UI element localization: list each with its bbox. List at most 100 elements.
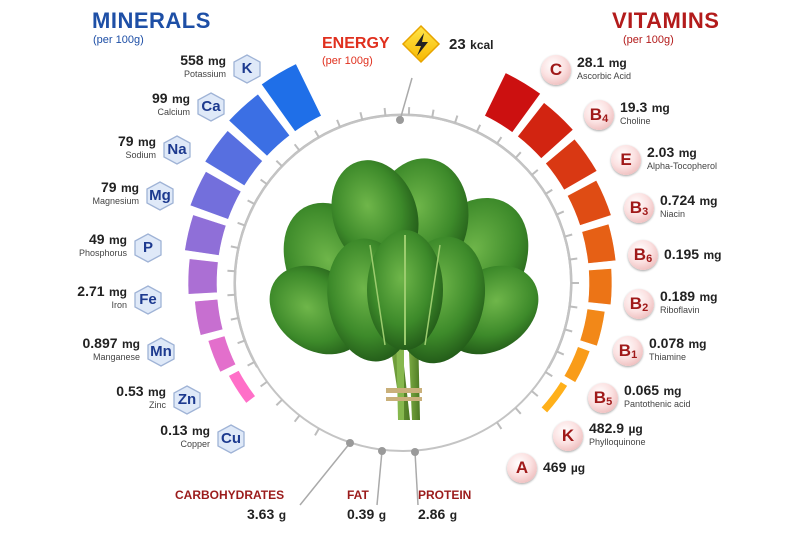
energy-value: 23 kcal xyxy=(449,36,494,54)
vitamins-title: VITAMINS xyxy=(612,8,720,33)
mineral-value: 49 xyxy=(88,231,105,247)
energy-unit: kcal xyxy=(470,38,494,52)
ring-tick xyxy=(544,188,553,195)
mineral-amount: 0.53 mg xyxy=(116,383,166,401)
ring-tick xyxy=(260,178,268,186)
vitamin-letter: K xyxy=(561,426,575,445)
mineral-name: Copper xyxy=(180,439,210,449)
mineral-symbol: P xyxy=(142,239,153,256)
vitamin-badge: B4 xyxy=(584,100,614,130)
ring-tick xyxy=(544,371,553,378)
mineral-amount: 558 mg xyxy=(180,52,226,70)
vitamin-unit: mg xyxy=(688,337,707,351)
macro-unit: g xyxy=(278,508,287,522)
mineral-value: 0.13 xyxy=(160,422,188,438)
vitamin-unit: mg xyxy=(678,146,697,160)
ring-tick xyxy=(564,328,573,333)
mineral-amount: 0.897 mg xyxy=(83,335,141,353)
vitamin-subscript: 5 xyxy=(606,396,613,408)
mineral-bar xyxy=(187,258,219,295)
ring-tick xyxy=(336,119,341,128)
vitamin-letter: B xyxy=(629,294,643,313)
pointer-dot xyxy=(378,447,386,455)
mineral-bar xyxy=(228,93,291,157)
ring-tick xyxy=(293,143,301,152)
mineral-amount: 2.71 mg xyxy=(77,283,127,301)
ring-tick xyxy=(275,160,283,168)
ring-tick xyxy=(475,124,482,133)
vitamin-bar xyxy=(484,72,541,133)
macro-label: CARBOHYDRATES xyxy=(175,488,285,502)
pointer-line xyxy=(299,442,351,506)
mineral-symbol: Ca xyxy=(201,98,221,115)
ring-tick xyxy=(556,210,565,216)
vitamin-bar xyxy=(545,138,598,191)
vitamin-bar xyxy=(563,346,591,383)
vitamin-badge: A xyxy=(507,453,537,483)
mineral-value: 99 xyxy=(151,90,168,106)
ring-tick xyxy=(237,339,246,345)
mineral-symbol: Fe xyxy=(139,291,157,308)
vitamin-name: Alpha-Tocopherol xyxy=(647,161,718,171)
vitamin-amount: 469 µg xyxy=(543,459,585,477)
vitamin-amount: 2.03 mg xyxy=(647,144,697,162)
pointer-lines xyxy=(299,77,419,506)
vitamin-value: 482.9 xyxy=(589,420,625,436)
mineral-amount: 0.13 mg xyxy=(160,422,210,440)
vitamin-unit: µg xyxy=(570,461,586,475)
mineral-bar xyxy=(189,171,242,220)
ring-tick xyxy=(247,199,256,206)
vitamin-letter: B xyxy=(618,341,632,360)
pointer-line xyxy=(376,450,383,506)
vitamin-bar xyxy=(540,381,568,414)
mineral-symbol: Mg xyxy=(149,187,171,204)
vitamin-name: Thiamine xyxy=(649,352,687,362)
macro-amount: 0.39 g xyxy=(347,506,386,524)
vitamin-name: Pantothenic acid xyxy=(624,399,691,409)
mineral-symbol: Cu xyxy=(221,430,241,447)
vitamin-subscript: 1 xyxy=(631,349,638,361)
ring-tick xyxy=(237,221,246,227)
hexagon-icon xyxy=(134,233,162,263)
hexagon-icon xyxy=(147,337,175,367)
mineral-name: Phosphorus xyxy=(78,248,127,258)
ring-tick xyxy=(275,398,283,406)
mineral-value: 0.53 xyxy=(116,383,144,399)
minerals-title: MINERALS xyxy=(92,8,211,33)
vitamin-bar xyxy=(566,179,612,226)
mineral-value: 558 xyxy=(180,52,204,68)
mineral-name: Sodium xyxy=(125,150,156,160)
vitamin-amount: 0.724 mg xyxy=(660,192,718,210)
mineral-value: 79 xyxy=(100,179,117,195)
vitamin-name: Riboflavin xyxy=(660,305,700,315)
mineral-bar xyxy=(228,369,256,404)
vitamin-value: 19.3 xyxy=(620,99,648,115)
ring-tick xyxy=(230,245,239,250)
vitamin-badge: K xyxy=(553,421,583,451)
hexagon-icon xyxy=(146,181,174,211)
vitamins-per: (per 100g) xyxy=(623,34,674,46)
macro-value: 2.86 xyxy=(418,506,446,522)
vitamin-amount: 0.189 mg xyxy=(660,288,718,306)
energy-title: ENERGY xyxy=(322,35,390,52)
mineral-unit: mg xyxy=(121,181,139,195)
pointer-dot xyxy=(346,439,354,447)
vitamin-subscript: 6 xyxy=(646,253,653,265)
vitamin-badge: B3 xyxy=(624,193,654,223)
macro-amount: 2.86 g xyxy=(418,506,457,524)
ring-tick xyxy=(260,380,268,388)
vitamin-letter: E xyxy=(620,150,632,169)
vitamin-badge: B6 xyxy=(628,240,658,270)
pointer-dot xyxy=(411,448,419,456)
vitamin-name: Niacin xyxy=(660,209,686,219)
mineral-value: 79 xyxy=(117,133,134,149)
vitamin-name: Ascorbic Acid xyxy=(577,71,632,81)
vitamin-bar xyxy=(579,308,606,347)
vitamin-letter: B xyxy=(629,198,643,217)
vitamin-badge: B2 xyxy=(624,289,654,319)
hexagon-icon xyxy=(134,285,162,315)
vitamin-badge: C xyxy=(541,55,571,85)
vitamin-name: Phylloquinone xyxy=(589,437,646,447)
